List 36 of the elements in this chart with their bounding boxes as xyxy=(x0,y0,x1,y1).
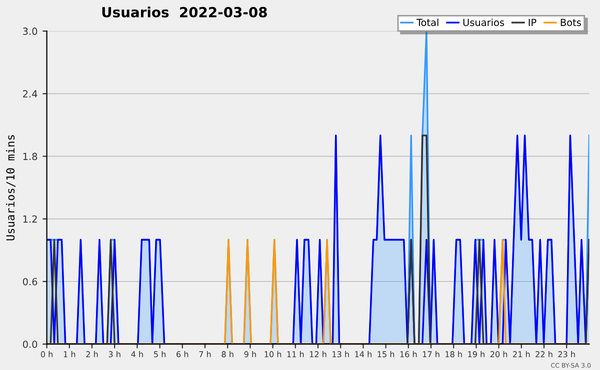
legend-label: Usuarios xyxy=(463,18,504,26)
x-tick-label: 17 h xyxy=(422,351,440,358)
y-tick-label: 1.2 xyxy=(23,215,37,223)
x-tick-label: 7 h xyxy=(199,351,211,358)
y-tick-label: 2.4 xyxy=(23,90,38,98)
x-tick-label: 12 h xyxy=(310,351,326,358)
y-tick-label: 3.0 xyxy=(23,28,38,35)
x-tick-label: 13 h xyxy=(332,351,349,358)
x-tick-label: 4 h xyxy=(131,351,143,358)
y-tick-label: 0.6 xyxy=(22,278,38,286)
x-tick-label: 18 h xyxy=(446,351,462,358)
x-tick-label: 5 h xyxy=(154,351,166,358)
x-tick-label: 6 h xyxy=(176,351,188,358)
chart-title: Usuarios 2022-03-08 xyxy=(102,6,267,18)
x-tick-label: 14 h xyxy=(355,351,372,358)
y-tick-label: 0.0 xyxy=(22,340,38,348)
x-tick-label: 15 h xyxy=(378,351,394,358)
legend-label: IP xyxy=(528,18,536,26)
x-tick-label: 2 h xyxy=(86,351,98,358)
x-tick-label: 20 h xyxy=(490,351,508,358)
x-tick-label: 22 h xyxy=(536,351,552,358)
legend-label: Bots xyxy=(560,18,581,26)
x-tick-label: 0 h xyxy=(40,351,53,358)
legend-label: Total xyxy=(416,18,438,26)
x-tick-label: 23 h xyxy=(558,351,575,358)
x-tick-label: 1 h xyxy=(64,351,76,358)
x-tick-label: 19 h xyxy=(468,351,484,358)
x-tick-label: 8 h xyxy=(222,351,234,358)
y-axis-title: Usuarios/10 mins xyxy=(6,135,16,240)
x-tick-label: 9 h xyxy=(244,351,256,358)
y-tick-label: 1.8 xyxy=(23,152,38,160)
x-tick-label: 10 h xyxy=(264,351,282,358)
x-tick-label: 3 h xyxy=(108,351,120,358)
x-tick-label: 21 h xyxy=(513,351,530,358)
x-tick-label: 11 h xyxy=(287,351,304,358)
x-tick-label: 16 h xyxy=(400,351,417,358)
